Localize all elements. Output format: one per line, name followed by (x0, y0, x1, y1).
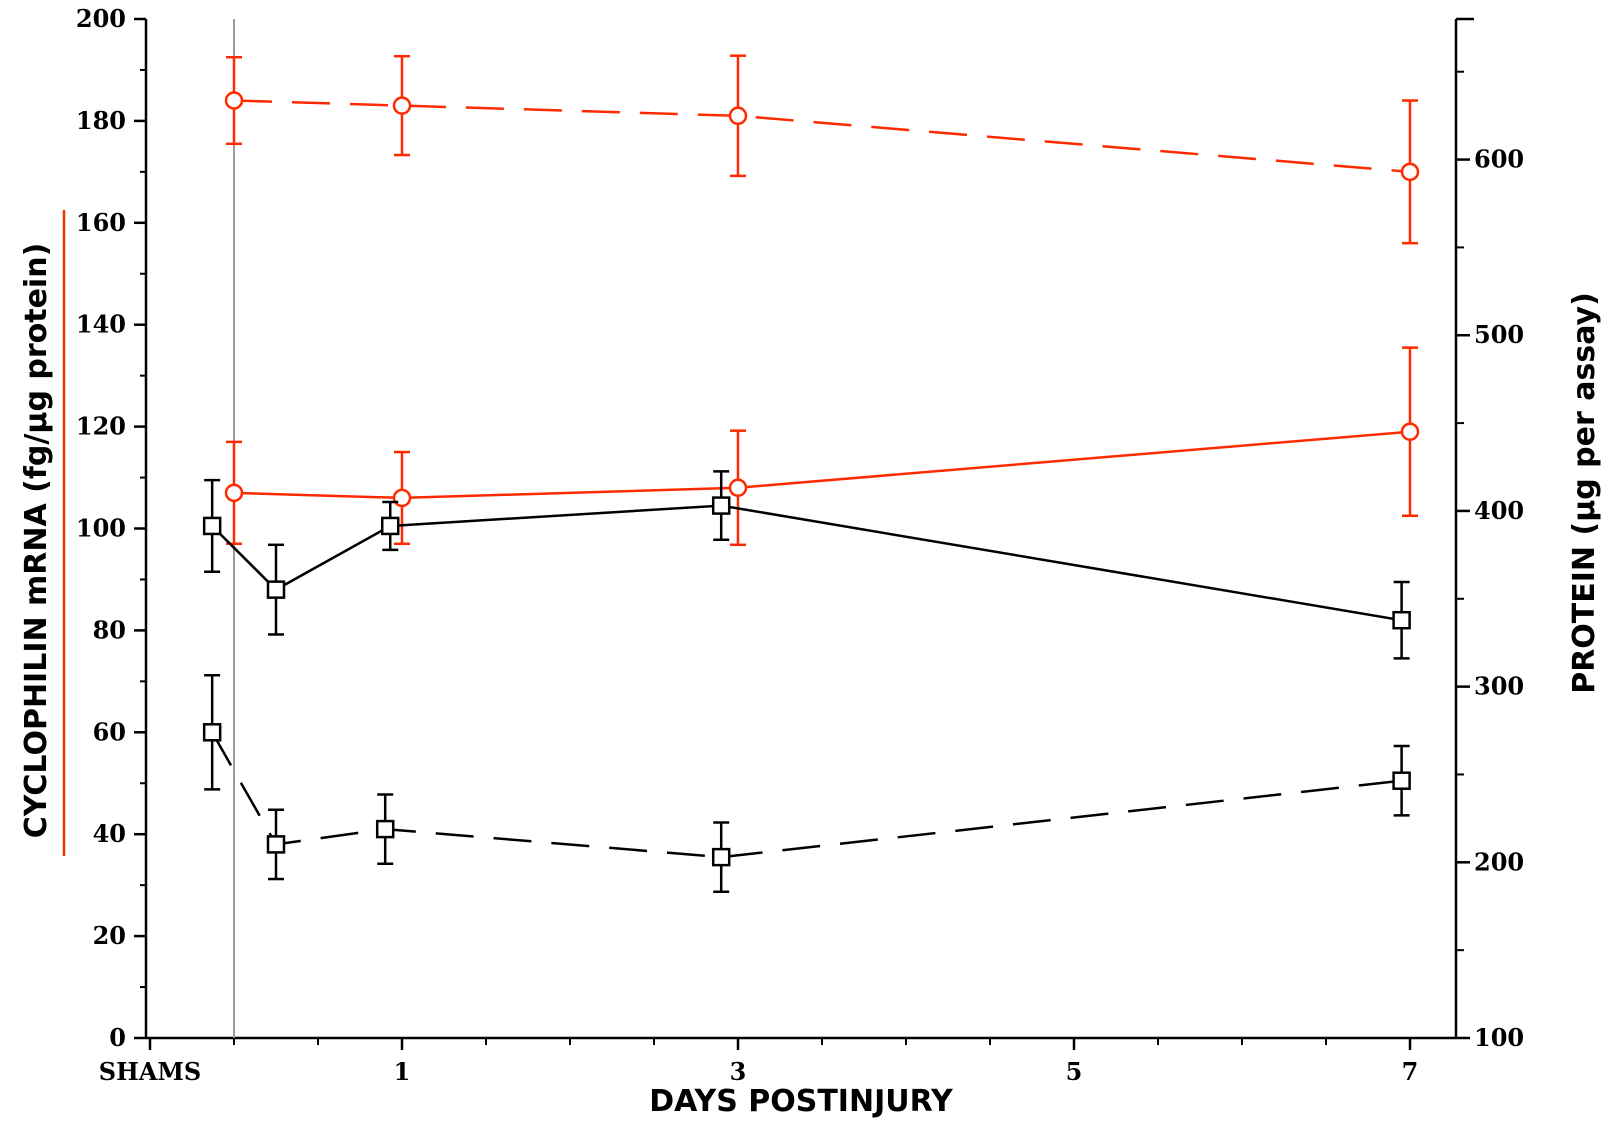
data-point (728, 106, 748, 126)
y2-tick-label: 100 (1474, 1023, 1524, 1052)
y-tick-label: 80 (93, 615, 126, 644)
y-axis-title: CYCLOPHILIN mRNA (fg/µg protein) (19, 243, 54, 839)
y2-axis-title: PROTEIN (µg per assay) (1567, 292, 1602, 694)
data-point (266, 835, 286, 854)
data-point (266, 580, 286, 599)
y2-tick-label: 600 (1474, 145, 1524, 174)
data-point (1400, 422, 1420, 441)
data-point (202, 516, 222, 536)
y-tick-label: 60 (93, 717, 126, 746)
y-tick-label: 180 (76, 106, 126, 135)
y-tick-label: 140 (76, 310, 126, 339)
y-tick-label: 40 (93, 819, 126, 848)
axes: 0 20 40 60 80 100 120 140 160 180 200 100 200 300 400 5… (76, 4, 1524, 1086)
series-3 (202, 673, 1411, 894)
data-point (224, 483, 244, 503)
data-point (728, 478, 748, 497)
y-tick-label: 0 (109, 1023, 126, 1052)
y-tick-label: 100 (76, 514, 126, 543)
data-point (224, 91, 244, 110)
y2-tick-label: 500 (1474, 320, 1524, 349)
series-line (233, 430, 1411, 500)
series-0 (224, 54, 1420, 245)
x-tick-label: 1 (394, 1057, 411, 1086)
data-point (380, 516, 400, 536)
data-point (711, 496, 731, 515)
y-tick-label: 20 (93, 921, 126, 950)
y2-tick-label: 400 (1474, 496, 1524, 525)
plot-area (202, 54, 1420, 894)
data-point (202, 723, 222, 742)
x-axis-title: DAYS POSTINJURY (649, 1084, 954, 1119)
y-tick-label: 120 (76, 412, 126, 441)
y-tick-label: 200 (76, 4, 126, 33)
data-point (392, 96, 412, 115)
series-line (233, 99, 1411, 174)
x-tick-label: SHAMS (99, 1057, 202, 1086)
x-tick-label: 3 (730, 1057, 747, 1086)
data-point (1392, 610, 1411, 630)
y2-tick-label: 200 (1474, 847, 1524, 876)
y2-tick-label: 300 (1474, 672, 1524, 701)
x-tick-label: 7 (1402, 1057, 1419, 1086)
series-1 (224, 346, 1420, 547)
series-2 (202, 470, 1411, 660)
data-point (1400, 162, 1420, 182)
data-point (392, 488, 412, 508)
y-tick-label: 160 (76, 208, 126, 237)
x-tick-label: 5 (1066, 1057, 1083, 1086)
data-point (711, 847, 731, 867)
data-point (1392, 771, 1411, 790)
data-point (375, 819, 395, 839)
